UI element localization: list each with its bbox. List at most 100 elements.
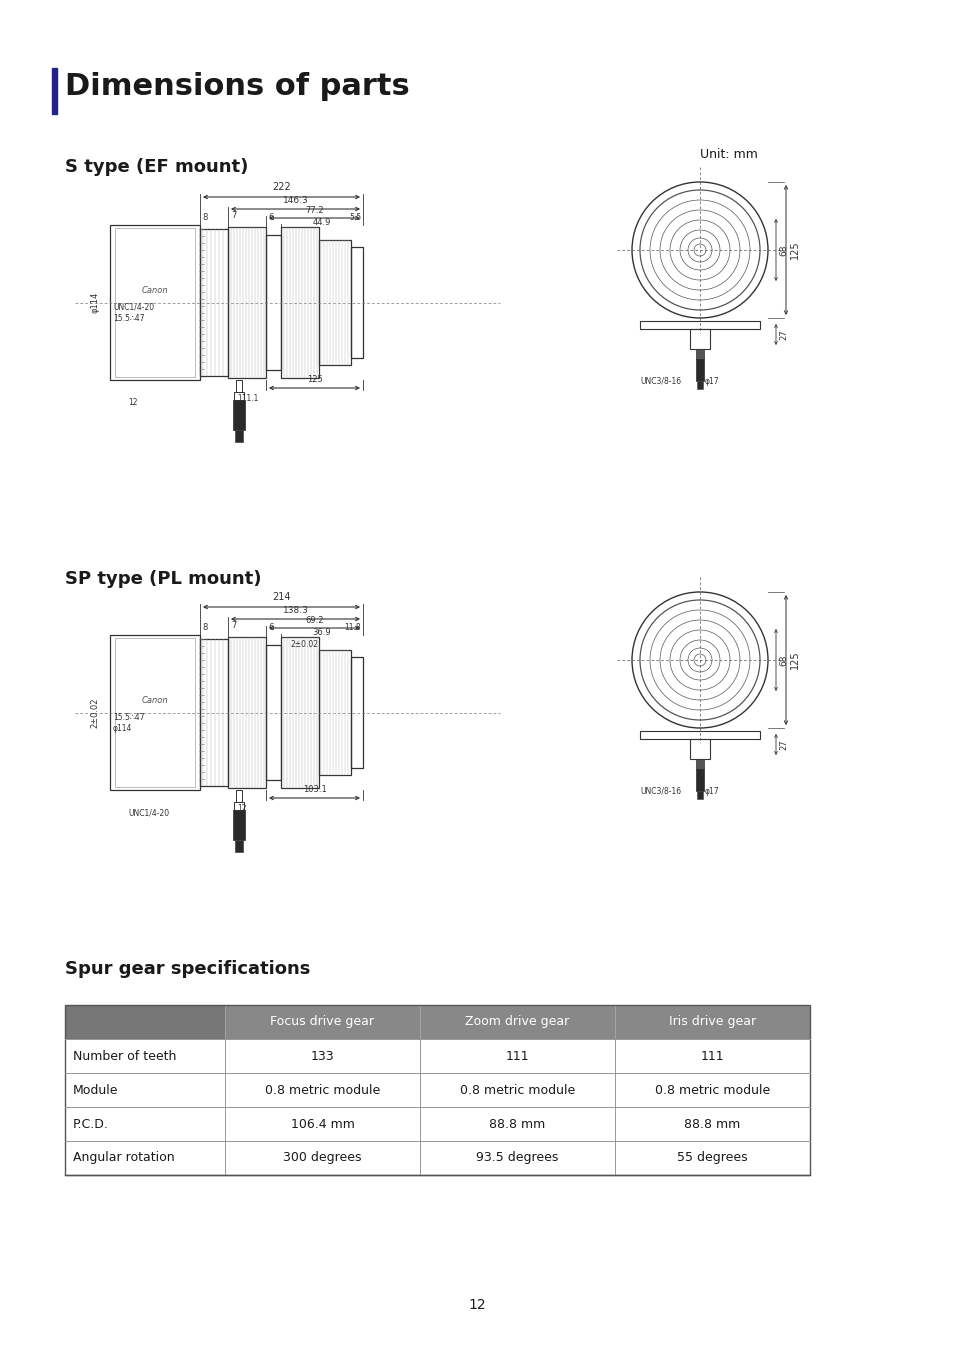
Text: 15.5∴47: 15.5∴47 [112,713,144,723]
Text: 146.3: 146.3 [282,195,308,205]
Text: 2±0.02: 2±0.02 [291,640,318,648]
Text: 111: 111 [505,1050,529,1062]
Text: Angular rotation: Angular rotation [73,1151,174,1165]
Text: Iris drive gear: Iris drive gear [668,1015,756,1029]
Text: UNC3/8-16: UNC3/8-16 [639,786,680,795]
Bar [228,226,266,377]
Bar [696,349,703,359]
Text: 0.8 metric module: 0.8 metric module [654,1084,769,1096]
Text: UNC1/4-20: UNC1/4-20 [112,303,154,311]
Bar [281,226,318,377]
Bar [110,225,200,380]
Text: φ114: φ114 [112,724,132,733]
Bar [615,1006,809,1039]
Text: 15.5∴47: 15.5∴47 [112,314,144,324]
Text: 55 degrees: 55 degrees [677,1151,747,1165]
Text: Number of teeth: Number of teeth [73,1050,176,1062]
Text: 111: 111 [700,1050,723,1062]
Text: 6: 6 [268,213,274,222]
Bar [281,638,318,789]
Text: 5.5: 5.5 [349,213,360,222]
Bar [65,1073,809,1107]
Text: 133: 133 [311,1050,334,1062]
Text: φ17: φ17 [704,786,719,795]
Text: S type (EF mount): S type (EF mount) [65,158,248,177]
Text: 214: 214 [272,592,291,603]
Bar [689,329,709,349]
Bar [639,321,760,329]
Bar [234,840,243,852]
Bar [233,802,244,810]
Text: 69.2: 69.2 [305,616,323,625]
Text: 6: 6 [268,623,274,632]
Text: 12: 12 [468,1298,485,1312]
Bar [235,380,242,392]
Bar [696,359,703,381]
Text: Dimensions of parts: Dimensions of parts [65,71,410,101]
Bar [228,638,266,789]
Bar [266,644,281,780]
Text: 106.4 mm: 106.4 mm [291,1117,355,1131]
Text: 300 degrees: 300 degrees [283,1151,361,1165]
Text: Canon: Canon [142,696,168,705]
Text: 7: 7 [231,621,236,630]
Text: Spur gear specifications: Spur gear specifications [65,960,310,979]
Text: 0.8 metric module: 0.8 metric module [265,1084,379,1096]
Text: 2±0.02: 2±0.02 [91,697,99,728]
Bar [696,768,703,791]
Text: 8: 8 [202,623,207,632]
Text: φ17: φ17 [704,376,719,386]
Text: 68: 68 [779,244,787,256]
Bar [200,639,228,786]
Bar [689,739,709,759]
Text: 88.8 mm: 88.8 mm [683,1117,740,1131]
Bar [233,810,245,840]
Bar [697,381,702,390]
Bar [639,731,760,739]
Text: 103.1: 103.1 [302,785,326,794]
Bar [200,229,228,376]
Bar [318,650,351,775]
Text: SP type (PL mount): SP type (PL mount) [65,570,261,588]
Text: 125: 125 [789,651,800,670]
Bar [233,392,244,400]
Text: 88.8 mm: 88.8 mm [489,1117,545,1131]
Bar [115,228,194,377]
Bar [65,1140,809,1175]
Bar [419,1006,615,1039]
Text: 111.1: 111.1 [236,394,258,403]
Text: 36.9: 36.9 [313,628,331,638]
Bar [697,791,702,799]
Bar [351,656,363,768]
Text: φ114: φ114 [91,293,99,313]
Bar [351,247,363,359]
Text: 11.8: 11.8 [344,623,360,632]
Bar [266,235,281,369]
Text: 77.2: 77.2 [305,206,323,214]
Bar [65,1006,225,1039]
Text: 125: 125 [789,241,800,259]
Text: 0.8 metric module: 0.8 metric module [459,1084,575,1096]
Bar [234,430,243,442]
Text: 222: 222 [272,182,291,191]
Text: 93.5 degrees: 93.5 degrees [476,1151,558,1165]
Bar [110,635,200,790]
Text: 12: 12 [236,803,246,813]
Bar [233,400,245,430]
Text: 68: 68 [779,654,787,666]
Text: 44.9: 44.9 [313,218,331,226]
Bar [65,1039,809,1073]
Text: Unit: mm: Unit: mm [700,148,757,160]
Text: 125: 125 [306,375,322,384]
Text: 8: 8 [202,213,207,222]
Bar [52,67,57,115]
Text: 27: 27 [779,740,787,751]
Text: P.C.D.: P.C.D. [73,1117,109,1131]
Bar [235,790,242,802]
Text: UNC1/4-20: UNC1/4-20 [128,807,169,817]
Bar [696,759,703,768]
Bar [65,1006,809,1175]
Bar [318,240,351,365]
Bar [115,638,194,787]
Text: Canon: Canon [142,286,168,295]
